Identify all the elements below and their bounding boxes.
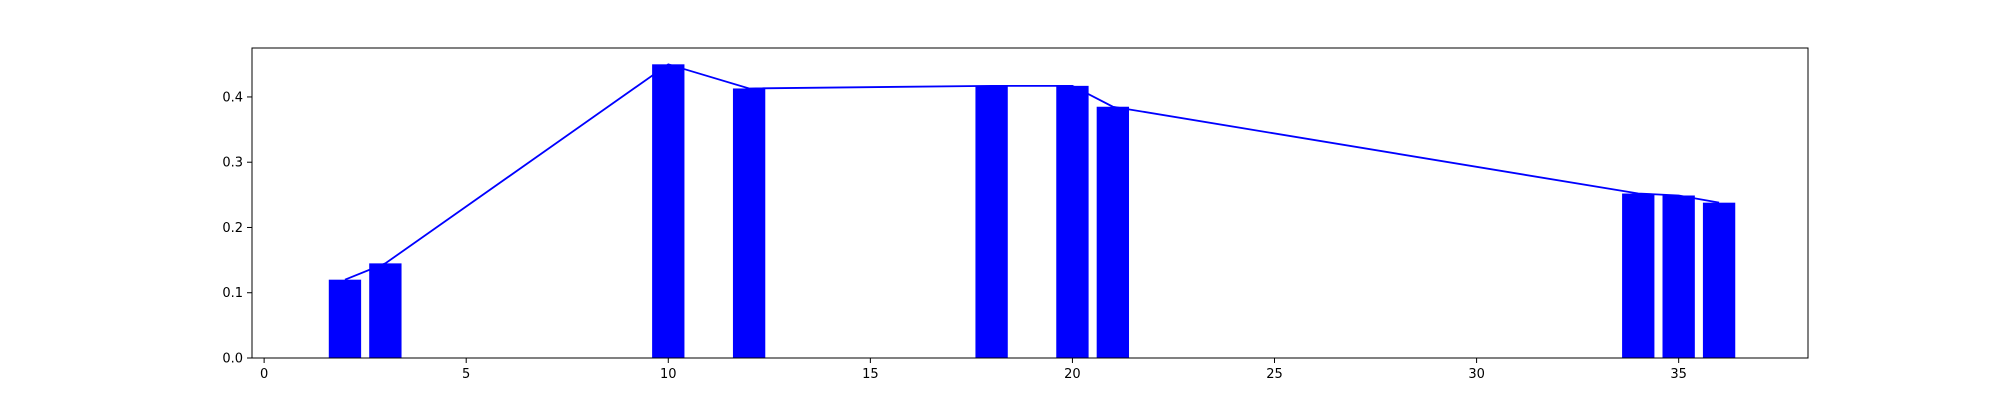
axes-layer: 0 5 10 15 20 25 30 35 0.0 0.1 0.2 0.3 0.4 — [222, 48, 1808, 382]
bar — [369, 263, 401, 358]
plot-frame — [252, 48, 1808, 358]
y-tick-label: 0.4 — [222, 90, 243, 105]
bar — [733, 88, 765, 358]
y-tick-label: 0.2 — [222, 221, 243, 236]
bar — [1622, 194, 1654, 358]
bar — [1663, 195, 1695, 358]
bar — [975, 86, 1007, 358]
x-tick-label: 35 — [1670, 367, 1687, 382]
bars-layer — [329, 64, 1735, 358]
line-layer — [345, 64, 1719, 279]
bar — [652, 64, 684, 358]
x-tick-label: 25 — [1266, 367, 1283, 382]
x-tick-label: 10 — [660, 367, 677, 382]
y-tick-label: 0.0 — [222, 352, 243, 367]
bar — [329, 280, 361, 358]
series-line — [345, 64, 1719, 279]
x-tick-label: 0 — [260, 367, 268, 382]
bar — [1703, 203, 1735, 358]
x-tick-label: 15 — [862, 367, 879, 382]
bar — [1097, 107, 1129, 358]
x-tick-label: 20 — [1064, 367, 1081, 382]
x-tick-label: 30 — [1468, 367, 1485, 382]
x-tick-label: 5 — [462, 367, 470, 382]
y-tick-label: 0.1 — [222, 286, 243, 301]
y-tick-label: 0.3 — [222, 156, 243, 171]
bar — [1056, 86, 1088, 358]
